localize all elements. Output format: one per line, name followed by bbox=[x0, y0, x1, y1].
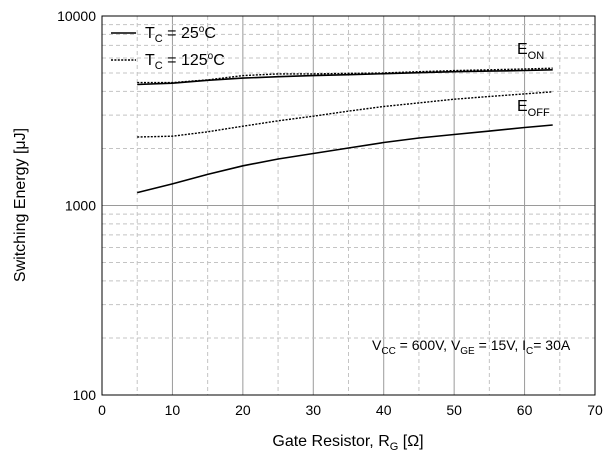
x-axis-title: Gate Resistor, RG [Ω] bbox=[272, 433, 423, 453]
y-axis-title: Switching Energy [μJ] bbox=[12, 128, 29, 282]
legend-label-125c: TC = 125oC bbox=[145, 51, 225, 72]
series-line-eon-25c bbox=[137, 69, 553, 86]
series-line-eoff-25c bbox=[137, 124, 553, 194]
x-tick-label: 10 bbox=[165, 402, 181, 418]
x-tick-label: 0 bbox=[98, 402, 106, 418]
x-tick-label: 20 bbox=[235, 402, 251, 418]
grid bbox=[102, 16, 595, 395]
y-tick-label: 100 bbox=[73, 387, 97, 403]
curve-label-eon: EON bbox=[517, 41, 544, 62]
x-tick-label: 50 bbox=[446, 402, 462, 418]
y-tick-label: 10000 bbox=[57, 8, 96, 24]
y-tick-label: 1000 bbox=[65, 198, 96, 214]
x-tick-label: 60 bbox=[517, 402, 533, 418]
x-tick-label: 40 bbox=[376, 402, 392, 418]
curve-label-eoff: EOFF bbox=[517, 98, 550, 119]
x-ticks: 0 10 20 30 40 50 60 70 bbox=[98, 402, 603, 418]
series-line-eoff-125c bbox=[137, 91, 553, 138]
legend: TC = 25oC TC = 125oC bbox=[111, 24, 225, 72]
x-tick-label: 70 bbox=[587, 402, 603, 418]
test-condition: VCC = 600V, VGE = 15V, IC= 30A bbox=[372, 337, 571, 357]
series-line-eon-125c bbox=[137, 67, 553, 84]
legend-label-25c: TC = 25oC bbox=[145, 24, 216, 45]
plot-frame bbox=[101, 15, 596, 396]
y-ticks: 100 1000 10000 bbox=[57, 8, 96, 403]
x-tick-label: 30 bbox=[305, 402, 321, 418]
series-lines bbox=[137, 67, 553, 194]
